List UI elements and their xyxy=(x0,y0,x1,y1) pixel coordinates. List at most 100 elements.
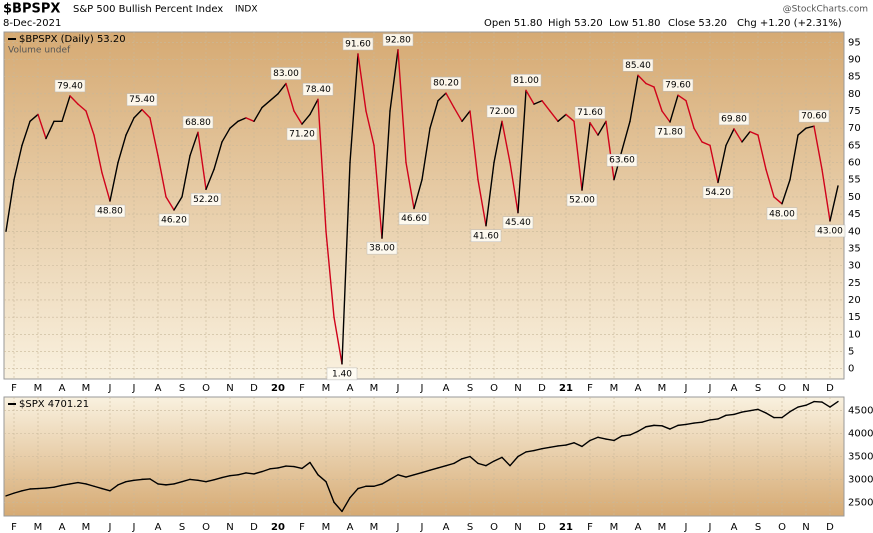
data-label-box xyxy=(302,83,334,96)
line-segment xyxy=(661,425,671,430)
line-segment xyxy=(389,474,399,481)
x-tick-label: A xyxy=(155,383,162,394)
line-segment xyxy=(485,161,495,227)
line-segment xyxy=(197,131,207,191)
line-segment xyxy=(333,501,343,513)
x-tick-label: S xyxy=(755,383,761,394)
line-segment xyxy=(341,496,351,513)
line-segment xyxy=(261,468,271,473)
line-segment xyxy=(733,128,743,143)
line-segment xyxy=(685,100,695,129)
data-label: 41.60 xyxy=(473,231,499,241)
line-segment xyxy=(325,230,335,318)
quote-item: Open 51.80 xyxy=(484,18,543,29)
data-label-box xyxy=(286,127,318,141)
data-label-box xyxy=(94,204,126,218)
data-label-box xyxy=(502,216,534,229)
data-label-box xyxy=(486,105,518,118)
line-segment xyxy=(797,404,807,408)
line-segment xyxy=(373,483,383,487)
x-tick-label: O xyxy=(202,522,210,533)
line-segment xyxy=(773,196,783,205)
line-segment xyxy=(701,419,711,423)
line-segment xyxy=(557,113,567,123)
line-segment xyxy=(101,487,111,492)
x-tick-label: S xyxy=(467,383,473,394)
line-segment xyxy=(421,127,431,181)
line-segment xyxy=(173,480,183,485)
line-segment xyxy=(725,128,735,147)
line-segment xyxy=(469,110,479,181)
x-tick-label: 21 xyxy=(559,383,573,394)
line-segment xyxy=(445,92,455,109)
line-segment xyxy=(517,89,527,214)
data-label-box xyxy=(718,112,750,126)
line-segment xyxy=(501,456,511,467)
line-segment xyxy=(525,449,535,453)
line-segment xyxy=(189,478,199,481)
data-label: 78.40 xyxy=(305,85,331,95)
line-segment xyxy=(821,168,831,222)
line-segment xyxy=(605,438,615,442)
line-segment xyxy=(789,134,799,181)
x-tick-label: D xyxy=(538,522,546,533)
y-tick-label: 60 xyxy=(848,158,861,169)
x-tick-label: F xyxy=(299,383,305,394)
x-tick-label: 21 xyxy=(559,522,573,533)
line-segment xyxy=(437,464,447,469)
line-segment xyxy=(629,74,639,123)
x-tick-label: D xyxy=(826,383,834,394)
data-label-box xyxy=(702,186,734,199)
line-segment xyxy=(605,120,615,181)
line-segment xyxy=(709,418,719,421)
data-label-box xyxy=(566,193,598,207)
x-tick-label: N xyxy=(802,383,809,394)
line-segment xyxy=(413,471,423,476)
y-tick-label: 2500 xyxy=(848,497,873,508)
x-tick-label: F xyxy=(587,522,593,533)
x-tick-label: J xyxy=(420,522,424,533)
line-segment xyxy=(93,134,103,174)
y-tick-label: 4000 xyxy=(848,429,873,440)
line-segment xyxy=(597,436,607,440)
line-segment xyxy=(293,465,303,470)
x-tick-label: N xyxy=(226,383,233,394)
line-segment xyxy=(421,469,431,474)
line-segment xyxy=(205,168,215,191)
data-label: 43.00 xyxy=(817,226,843,236)
data-label: 63.60 xyxy=(609,156,635,166)
y-tick-label: 90 xyxy=(848,54,861,65)
data-label-box xyxy=(574,106,606,119)
x-tick-label: A xyxy=(59,383,66,394)
line-segment xyxy=(765,168,775,198)
line-segment xyxy=(389,49,399,112)
line-segment xyxy=(309,98,319,116)
line-segment xyxy=(285,82,295,112)
line-segment xyxy=(349,487,359,499)
line-segment xyxy=(29,113,39,123)
line-segment xyxy=(453,458,463,465)
y-tick-label: 55 xyxy=(848,175,861,186)
x-tick-label: A xyxy=(731,522,738,533)
data-label: 46.60 xyxy=(401,214,427,224)
x-tick-label: O xyxy=(490,522,498,533)
x-tick-label: S xyxy=(179,522,185,533)
data-label: 68.80 xyxy=(185,118,211,128)
line-segment xyxy=(621,120,631,151)
data-label-box xyxy=(54,79,86,93)
line-segment xyxy=(493,120,503,164)
line-segment xyxy=(117,480,127,486)
line-segment xyxy=(229,120,239,129)
data-label: 91.60 xyxy=(345,39,371,49)
line-segment xyxy=(85,110,95,136)
x-tick-label: M xyxy=(322,522,331,533)
line-segment xyxy=(693,421,703,424)
line-segment xyxy=(277,465,287,469)
x-tick-label: A xyxy=(155,522,162,533)
line-segment xyxy=(253,470,263,475)
x-tick-label: S xyxy=(467,522,473,533)
y-tick-label: 45 xyxy=(848,209,861,220)
x-tick-label: M xyxy=(610,522,619,533)
data-label: 48.00 xyxy=(769,209,795,219)
